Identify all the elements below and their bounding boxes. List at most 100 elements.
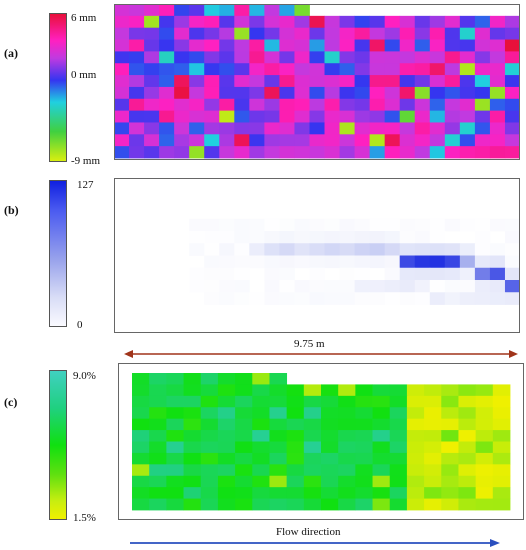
heatmap-a-cell: [114, 39, 130, 52]
heatmap-a-cell: [399, 146, 416, 159]
heatmap-a-cell: [339, 98, 355, 112]
heatmap-a-cell: [489, 39, 506, 52]
heatmap-c-cell: [149, 452, 167, 465]
heatmap-c-cell: [321, 452, 339, 465]
heatmap-c-cell: [183, 430, 202, 442]
heatmap-c-cell: [286, 475, 305, 488]
heatmap-a-cell: [189, 51, 205, 64]
heatmap-a-cell: [264, 122, 280, 135]
heatmap-a-cell: [129, 63, 145, 76]
heatmap-b-cell: [309, 218, 325, 232]
heatmap-a-cell: [264, 15, 280, 29]
heatmap-a-cell: [369, 110, 386, 123]
heatmap-a-cell: [294, 75, 310, 88]
heatmap-a-cell: [264, 4, 280, 17]
heatmap-a-cell: [279, 4, 295, 17]
heatmap-a-cell: [159, 98, 175, 112]
heatmap-c-cell: [458, 407, 477, 420]
heatmap-a-cell: [264, 27, 280, 40]
heatmap-a-cell: [324, 39, 340, 52]
heatmap-a-cell: [309, 27, 325, 40]
heatmap-b-cell: [204, 243, 220, 256]
heatmap-c-cell: [132, 373, 150, 385]
heatmap-c-cell: [389, 452, 408, 465]
heatmap-a-cell: [294, 110, 310, 123]
heatmap-a-cell: [459, 134, 476, 147]
heatmap-c-cell: [200, 475, 219, 488]
heatmap-a-cell: [114, 27, 130, 40]
heatmap-a-cell: [504, 134, 520, 147]
heatmap-a-cell: [159, 110, 175, 123]
heatmap-c-cell: [235, 384, 253, 397]
heatmap-a-cell: [234, 15, 250, 29]
heatmap-a-cell: [219, 134, 235, 147]
heatmap-c-cell: [321, 418, 339, 431]
heatmap-b-cell: [489, 292, 506, 305]
heatmap-c-cell: [424, 430, 442, 442]
heatmap-a-cell: [204, 63, 220, 76]
heatmap-a-cell: [504, 51, 520, 64]
heatmap-b-cell: [384, 267, 401, 281]
flow-direction-label: Flow direction: [276, 526, 341, 538]
heatmap-b-cell: [249, 255, 265, 269]
heatmap-c-cell: [492, 384, 511, 397]
heatmap-a-cell: [294, 146, 310, 159]
heatmap-c-cell: [303, 475, 322, 488]
heatmap-a-cell: [339, 63, 355, 76]
heatmap-a-cell: [249, 15, 265, 29]
heatmap-c-cell: [303, 418, 322, 431]
heatmap-a-cell: [249, 110, 265, 123]
heatmap-b-cell: [414, 255, 431, 269]
heatmap-a-cell: [459, 86, 476, 100]
heatmap-b-cell: [279, 267, 295, 281]
heatmap-c-cell: [149, 475, 167, 488]
heatmap-c-cell: [166, 487, 184, 499]
heatmap-a-cell: [339, 51, 355, 64]
heatmap-a-cell: [159, 27, 175, 40]
heatmap-b-cell: [459, 255, 476, 269]
heatmap-a-cell: [129, 27, 145, 40]
colorbar-b-tick-max: 127: [77, 179, 94, 191]
heatmap-a-cell: [174, 27, 190, 40]
heatmap-a-cell: [234, 51, 250, 64]
heatmap-b-cell: [384, 231, 401, 244]
heatmap-a-cell: [459, 39, 476, 52]
heatmap-b-cell: [399, 280, 416, 293]
heatmap-a-cell: [234, 75, 250, 88]
heatmap-a-cell: [459, 110, 476, 123]
heatmap-c-cell: [441, 407, 459, 420]
heatmap-c-cell: [269, 373, 288, 385]
heatmap-b-frame: [114, 178, 520, 333]
heatmap-c-cell: [183, 487, 202, 499]
heatmap-a-cell: [444, 51, 461, 64]
heatmap-a-cell: [219, 98, 235, 112]
heatmap-a-cell: [399, 134, 416, 147]
heatmap-a-cell: [324, 146, 340, 159]
heatmap-b-cell: [384, 280, 401, 293]
heatmap-a-cell: [294, 39, 310, 52]
heatmap-b-cell: [504, 292, 520, 305]
heatmap-b-cell: [204, 231, 220, 244]
heatmap-c-cell: [338, 384, 356, 397]
heatmap-c-cell: [269, 498, 288, 511]
heatmap-c-cell: [252, 498, 270, 511]
heatmap-a-cell: [129, 146, 145, 159]
heatmap-a-frame: [114, 4, 520, 160]
heatmap-c-cell: [252, 475, 270, 488]
heatmap-a-cell: [324, 98, 340, 112]
heatmap-a-cell: [474, 51, 491, 64]
heatmap-a-cell: [159, 15, 175, 29]
heatmap-a-cell: [234, 146, 250, 159]
heatmap-a-cell: [249, 51, 265, 64]
heatmap-a-cell: [219, 75, 235, 88]
heatmap-a-cell: [174, 63, 190, 76]
heatmap-a-cell: [429, 134, 446, 147]
heatmap-b-cell: [414, 267, 431, 281]
heatmap-c-cell: [149, 464, 167, 477]
heatmap-a-cell: [504, 122, 520, 135]
heatmap-c-cell: [492, 452, 511, 465]
heatmap-a-cell: [444, 27, 461, 40]
heatmap-a-cell: [504, 146, 520, 159]
heatmap-b-cell: [234, 218, 250, 232]
heatmap-c-cell: [303, 487, 322, 499]
